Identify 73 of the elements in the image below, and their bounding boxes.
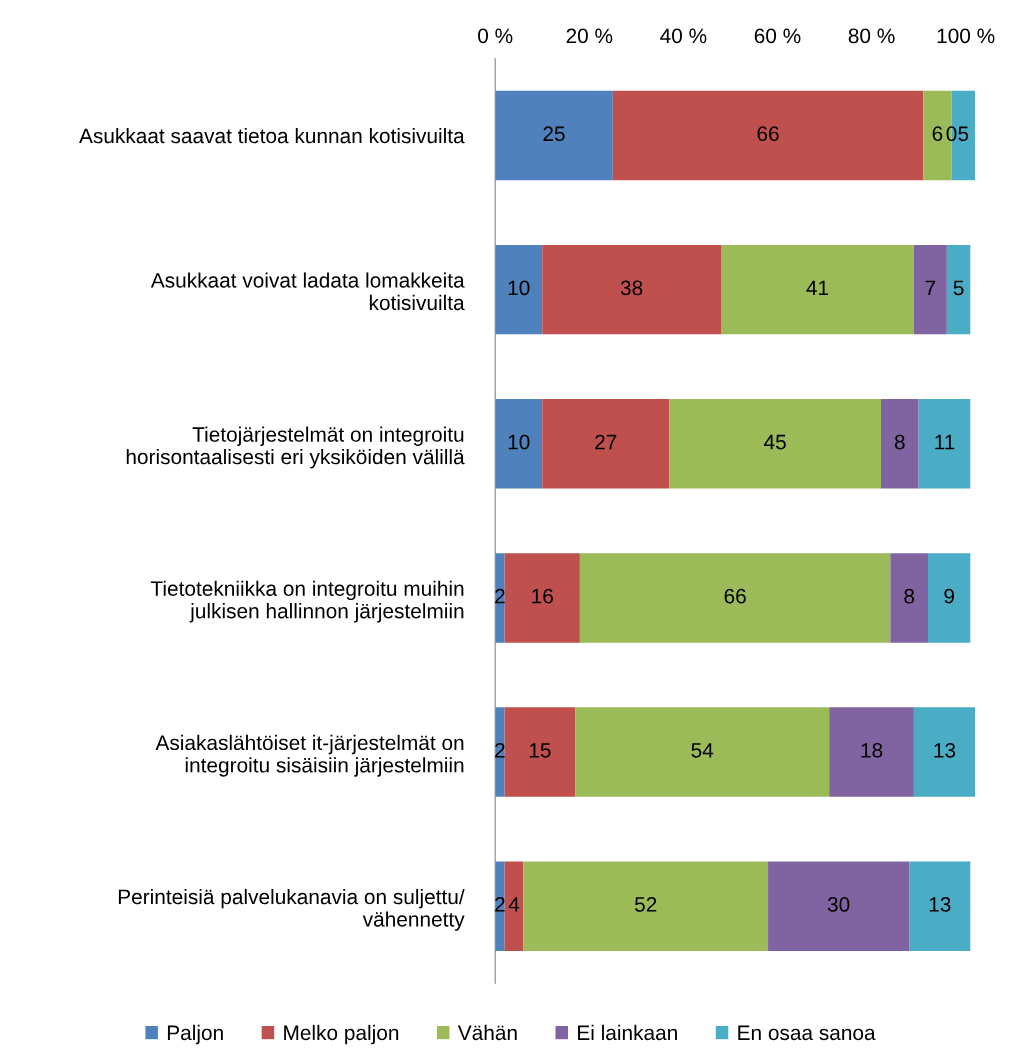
bar bbox=[542, 244, 722, 335]
bar bbox=[504, 553, 580, 643]
legend-label: Paljon bbox=[167, 1024, 223, 1045]
y-tick-label: Tietotekniikka on integroitu muihin julkisen hallinnon järjestelmiin bbox=[150, 580, 464, 623]
data-label: 2 bbox=[495, 588, 505, 604]
data-label: 54 bbox=[691, 743, 714, 758]
bar bbox=[542, 399, 670, 489]
y-tick-label: Asiakaslähtöiset it-järjestelmät on integroitu sisäisiin järjestelmiin bbox=[155, 734, 464, 777]
data-label: 11 bbox=[935, 434, 955, 450]
legend-label: Melko paljon bbox=[284, 1024, 399, 1045]
data-label: 10 bbox=[508, 434, 530, 450]
data-label: 25 bbox=[543, 126, 565, 142]
data-label: 8 bbox=[904, 588, 915, 604]
bar bbox=[504, 707, 576, 797]
y-tick-label: Asukkaat voivat ladata lomakkeita kotisivuilta bbox=[150, 272, 465, 311]
x-tick-label: 100 % bbox=[937, 28, 995, 44]
data-label: 13 bbox=[934, 742, 956, 758]
bar bbox=[918, 399, 971, 489]
data-label: 4 bbox=[508, 897, 520, 912]
data-label: 8 bbox=[894, 434, 905, 450]
data-label: 0 bbox=[946, 126, 957, 142]
data-label: 18 bbox=[861, 742, 883, 758]
bar bbox=[495, 553, 505, 643]
data-label: 66 bbox=[724, 588, 746, 604]
data-label: 6 bbox=[932, 126, 943, 142]
y-tick-label: Tietojärjestelmät on integroitu horisontaalisesti eri yksiköiden välillä bbox=[126, 426, 465, 469]
bar bbox=[669, 399, 881, 489]
x-tick-label: 0 % bbox=[478, 28, 513, 44]
bar bbox=[504, 861, 524, 951]
legend-label: En osaa sanoa bbox=[738, 1025, 876, 1041]
bar bbox=[495, 707, 505, 797]
bar bbox=[495, 399, 543, 489]
bar bbox=[829, 707, 914, 797]
y-tick-label: Perinteisiä palvelukanavia on suljettu/ vähennetty bbox=[118, 888, 465, 931]
bar bbox=[523, 861, 769, 951]
data-label: 9 bbox=[944, 588, 954, 604]
bar bbox=[768, 861, 910, 951]
bar bbox=[928, 553, 971, 643]
data-label: 2 bbox=[495, 742, 505, 758]
y-tick-label: Asukkaat saavat tietoa kunnan kotisivuilta bbox=[79, 127, 465, 144]
x-tick-label: 80 % bbox=[848, 28, 895, 44]
data-label: 13 bbox=[929, 897, 951, 912]
data-label: 41 bbox=[806, 280, 829, 296]
bar bbox=[575, 707, 830, 797]
x-tick-label: 60 % bbox=[754, 28, 801, 44]
bar bbox=[909, 861, 971, 951]
data-label: 2 bbox=[495, 897, 505, 912]
bar bbox=[890, 553, 929, 643]
bar bbox=[495, 244, 543, 335]
data-label: 38 bbox=[620, 280, 643, 296]
data-label: 52 bbox=[634, 897, 657, 912]
bar bbox=[721, 244, 914, 335]
bar bbox=[913, 244, 947, 335]
data-label: 15 bbox=[529, 743, 551, 758]
data-label: 5 bbox=[953, 280, 964, 296]
bar bbox=[880, 399, 919, 489]
bar bbox=[579, 553, 891, 643]
bar bbox=[946, 244, 971, 335]
legend-label: Vähän bbox=[457, 1024, 517, 1041]
data-label: 30 bbox=[827, 897, 850, 912]
data-label: 66 bbox=[757, 126, 779, 142]
bar bbox=[495, 90, 613, 181]
bar bbox=[612, 90, 924, 181]
data-label: 10 bbox=[508, 280, 530, 296]
data-label: 45 bbox=[764, 434, 786, 450]
data-label: 27 bbox=[595, 434, 617, 450]
x-tick-label: 20 % bbox=[566, 28, 613, 44]
data-label: 7 bbox=[925, 280, 936, 296]
bar bbox=[913, 707, 976, 797]
data-label: 5 bbox=[958, 126, 969, 142]
data-label: 16 bbox=[532, 588, 553, 604]
x-tick-label: 40 % bbox=[660, 28, 707, 44]
legend-label: Ei lainkaan bbox=[578, 1024, 677, 1041]
